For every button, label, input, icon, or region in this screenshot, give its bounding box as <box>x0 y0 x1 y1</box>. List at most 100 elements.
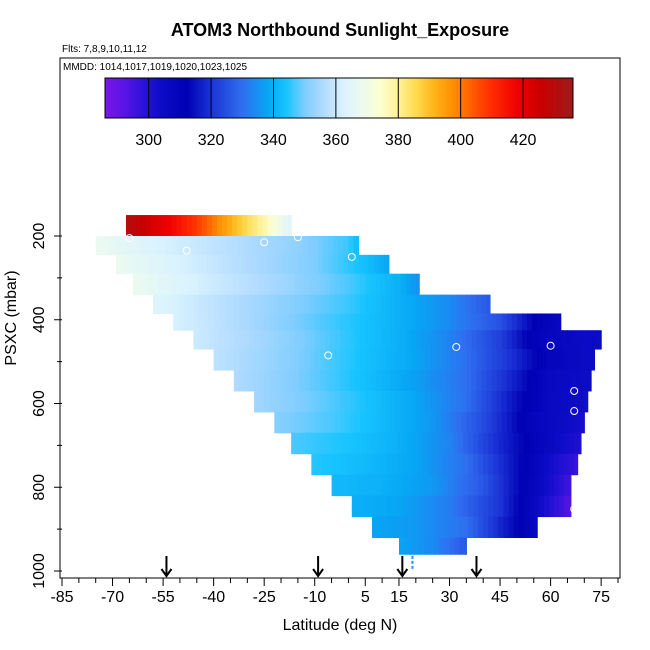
heatmap-cell <box>462 453 469 476</box>
heatmap-cell <box>478 495 484 518</box>
heatmap-cell <box>422 432 429 455</box>
colorbar-swatch <box>372 78 376 118</box>
y-tick-label: 800 <box>31 474 48 501</box>
colorbar-tick-label: 360 <box>323 132 350 149</box>
heatmap-cell <box>292 254 299 275</box>
heatmap-cell <box>126 254 132 275</box>
heatmap-cell <box>302 236 309 256</box>
heatmap-cell <box>498 516 505 538</box>
heatmap-cell <box>422 474 429 497</box>
heatmap-cell <box>559 474 565 497</box>
heatmap-cell <box>457 453 464 476</box>
heatmap-cell <box>201 254 208 275</box>
colorbar-swatch <box>523 78 527 118</box>
heatmap-cell <box>329 370 336 392</box>
heatmap-cell <box>223 273 230 296</box>
heatmap-cell <box>314 294 321 314</box>
heatmap-cell <box>385 411 392 434</box>
heatmap-cell <box>518 474 525 497</box>
heatmap-cell <box>378 254 385 275</box>
heatmap-cell <box>481 294 488 314</box>
heatmap-cell <box>366 453 373 476</box>
heatmap-cell <box>395 370 402 392</box>
heatmap-cell <box>501 330 508 350</box>
heatmap-cell <box>120 236 127 256</box>
heatmap-cell <box>436 313 442 331</box>
heatmap-cell <box>553 432 560 455</box>
heatmap-cell <box>309 273 316 296</box>
heatmap-cell <box>151 215 157 237</box>
heatmap-cell <box>294 313 301 331</box>
heatmap-cell <box>569 432 575 455</box>
heatmap-cell <box>432 495 439 518</box>
heatmap-cell <box>173 313 179 331</box>
heatmap-cell <box>437 453 444 476</box>
heatmap-cell <box>289 390 296 413</box>
heatmap-cell <box>506 370 513 392</box>
sample-marker <box>570 505 579 514</box>
heatmap-cell <box>466 411 473 434</box>
heatmap-cell <box>254 370 260 392</box>
heatmap-cell <box>324 390 331 413</box>
heatmap-cell <box>382 474 388 497</box>
heatmap-cell <box>461 390 467 413</box>
heatmap-cell <box>390 313 397 331</box>
colorbar-swatch <box>432 78 436 118</box>
heatmap-cell <box>329 411 336 434</box>
heatmap-cell <box>218 330 225 350</box>
heatmap-cell <box>198 330 205 350</box>
colorbar-swatch <box>427 78 431 118</box>
heatmap-cell <box>436 294 442 314</box>
heatmap-cell <box>574 432 580 455</box>
colorbar-swatch <box>552 78 556 118</box>
heatmap-cell <box>336 453 343 476</box>
heatmap-cell <box>464 537 467 555</box>
plot-frame <box>59 57 621 579</box>
heatmap-cell <box>173 294 179 314</box>
heatmap-cell <box>228 330 235 350</box>
heatmap-cell <box>355 390 361 413</box>
heatmap-cell <box>333 236 339 256</box>
colorbar-swatch <box>554 78 558 118</box>
heatmap-cell <box>496 349 503 371</box>
heatmap-cell <box>527 390 533 413</box>
heatmap-cell <box>287 215 292 237</box>
heatmap-cell <box>432 474 439 497</box>
heatmap-cell <box>375 313 382 331</box>
colorbar-swatch <box>443 78 446 118</box>
heatmap-cell <box>481 370 488 392</box>
heatmap-cell <box>213 349 220 371</box>
colorbar-swatch <box>489 78 493 118</box>
heatmap-cell <box>451 294 457 314</box>
x-tick-label: 15 <box>390 589 408 606</box>
heatmap-cell <box>447 495 454 518</box>
colorbar-swatch <box>237 78 241 118</box>
heatmap-cell <box>366 495 373 518</box>
heatmap-cell <box>289 349 296 371</box>
heatmap-cell <box>238 349 245 371</box>
heatmap-cell <box>328 254 334 275</box>
heatmap-cell <box>383 254 390 275</box>
heatmap-cell <box>397 516 403 538</box>
heatmap-cell <box>483 432 489 455</box>
heatmap-cell <box>217 254 223 275</box>
heatmap-cell <box>521 330 528 350</box>
x-tick-label: -85 <box>50 589 73 606</box>
heatmap-cell <box>351 432 358 455</box>
heatmap-cell <box>410 294 417 314</box>
heatmap-cell <box>508 495 515 518</box>
heatmap-cell <box>254 390 260 413</box>
heatmap-cell <box>454 537 461 555</box>
sample-marker <box>593 315 602 324</box>
colorbar-swatch <box>518 78 522 118</box>
heatmap-cell <box>163 294 169 314</box>
heatmap-cell <box>577 411 584 434</box>
heatmap-cell <box>233 330 240 350</box>
heatmap-cell <box>319 273 326 296</box>
heatmap-cell <box>543 495 550 518</box>
heatmap-cell <box>318 236 324 256</box>
heatmap-cell <box>272 236 279 256</box>
heatmap-cell <box>373 254 380 275</box>
heatmap-cell <box>178 294 184 314</box>
heatmap-cell <box>238 313 245 331</box>
